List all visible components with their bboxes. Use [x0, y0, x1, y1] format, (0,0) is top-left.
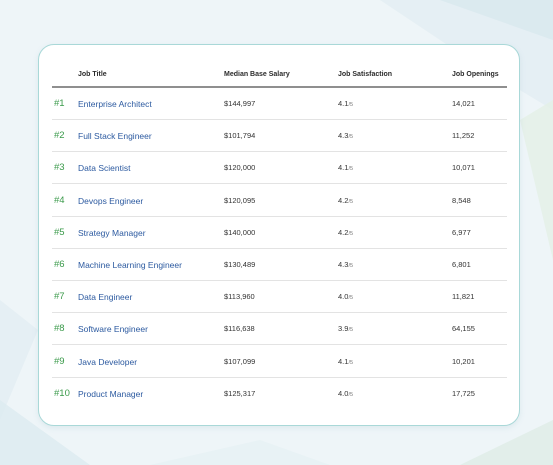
table-row: #7 Data Engineer $113,960 4.0/5 11,821	[52, 281, 507, 314]
median-salary: $130,489	[224, 260, 256, 269]
job-openings: 8,548	[452, 195, 471, 205]
satisfaction-score: 4.1	[338, 356, 349, 366]
job-title-link[interactable]: Strategy Manager	[78, 227, 146, 238]
job-satisfaction: 4.0/5	[338, 378, 353, 410]
table-row: #9 Java Developer $107,099 4.1/5 10,201	[52, 346, 507, 378]
rank-number: #8	[54, 323, 65, 335]
table-row: #2 Full Stack Engineer $101,794 4.3/5 11,252	[52, 120, 507, 153]
job-openings: 64,155	[452, 324, 475, 334]
median-salary: $101,794	[224, 131, 256, 141]
satisfaction-scale: /5	[348, 198, 354, 205]
satisfaction-scale: /5	[348, 230, 354, 237]
job-satisfaction: 4.1/5	[338, 88, 353, 120]
satisfaction-score: 4.2	[338, 195, 349, 205]
rank-number: #3	[54, 162, 65, 174]
rank-number: #6	[54, 259, 65, 270]
satisfaction-scale: /5	[348, 134, 354, 141]
job-title-link[interactable]: Enterprise Architect	[78, 99, 152, 109]
job-satisfaction: 4.3/5	[338, 120, 353, 152]
satisfaction-scale: /5	[348, 102, 354, 108]
satisfaction-score: 3.9	[338, 324, 349, 334]
table-row: #6 Machine Learning Engineer $130,489 4.3/5…	[52, 249, 507, 281]
header-job-satisfaction: Job Satisfaction	[338, 71, 393, 78]
job-openings: 14,021	[452, 99, 475, 108]
median-salary: $144,997	[224, 99, 256, 108]
job-title-link[interactable]: Full Stack Engineer	[78, 131, 152, 142]
rank-number: #4	[54, 194, 65, 206]
rank-number: #10	[54, 387, 70, 399]
job-openings: 11,252	[452, 131, 475, 141]
rank-number: #1	[54, 98, 65, 109]
job-satisfaction: 4.1/5	[338, 346, 353, 378]
satisfaction-score: 4.1	[338, 99, 349, 108]
job-satisfaction: 4.2/5	[338, 217, 353, 249]
table-row: #1 Enterprise Architect $144,997 4.1/5 14,02…	[52, 88, 507, 120]
satisfaction-scale: /5	[348, 391, 354, 398]
satisfaction-score: 4.1	[338, 163, 349, 173]
satisfaction-scale: /5	[348, 295, 354, 302]
job-title-link[interactable]: Data Engineer	[78, 292, 133, 303]
job-openings: 6,977	[452, 227, 471, 237]
satisfaction-scale: /5	[348, 166, 354, 173]
job-title-link[interactable]: Software Engineer	[78, 324, 148, 335]
rank-number: #7	[54, 291, 65, 303]
job-satisfaction: 4.0/5	[338, 281, 353, 313]
job-openings: 10,201	[452, 356, 475, 366]
satisfaction-scale: /5	[348, 263, 354, 269]
median-salary: $125,317	[224, 388, 256, 398]
job-openings: 10,071	[452, 163, 475, 173]
job-title-link[interactable]: Product Manager	[78, 388, 144, 399]
job-openings: 6,801	[452, 260, 471, 269]
jobs-table-card	[38, 44, 520, 426]
median-salary: $116,638	[224, 324, 255, 334]
header-median-salary: Median Base Salary	[224, 71, 290, 78]
header-job-title: Job Title	[78, 71, 107, 78]
header-job-openings: Job Openings	[452, 71, 499, 78]
job-title-link[interactable]: Devops Engineer	[78, 195, 144, 206]
job-title-link[interactable]: Java Developer	[78, 356, 138, 367]
job-satisfaction: 4.2/5	[338, 185, 353, 217]
job-satisfaction: 4.3/5	[338, 249, 353, 281]
table-row: #3 Data Scientist $120,000 4.1/5 10,071	[52, 152, 507, 185]
satisfaction-score: 4.0	[338, 292, 349, 302]
rank-number: #5	[54, 226, 65, 238]
median-salary: $120,000	[224, 163, 256, 173]
table-row: #10 Product Manager $125,317 4.0/5 17,725	[52, 378, 507, 410]
rank-number: #2	[54, 130, 65, 142]
satisfaction-score: 4.3	[338, 260, 349, 269]
satisfaction-scale: /5	[348, 359, 354, 366]
rank-number: #9	[54, 355, 65, 367]
header-divider	[52, 86, 507, 88]
median-salary: $120,095	[224, 195, 256, 205]
median-salary: $113,960	[224, 292, 255, 302]
median-salary: $140,000	[224, 227, 256, 237]
job-openings: 11,821	[452, 292, 475, 302]
satisfaction-score: 4.3	[338, 131, 349, 141]
job-satisfaction: 4.1/5	[338, 152, 353, 184]
job-openings: 17,725	[452, 388, 475, 398]
satisfaction-score: 4.2	[338, 227, 349, 237]
satisfaction-scale: /5	[348, 327, 354, 334]
table-row: #4 Devops Engineer $120,095 4.2/5 8,548	[52, 185, 507, 217]
job-satisfaction: 3.9/5	[338, 313, 353, 345]
median-salary: $107,099	[224, 356, 256, 366]
job-title-link[interactable]: Data Scientist	[78, 163, 131, 174]
table-row: #8 Software Engineer $116,638 3.9/5 64,155	[52, 313, 507, 346]
satisfaction-score: 4.0	[338, 388, 349, 398]
table-row: #5 Strategy Manager $140,000 4.2/5 6,977	[52, 217, 507, 249]
job-title-link[interactable]: Machine Learning Engineer	[78, 260, 182, 270]
